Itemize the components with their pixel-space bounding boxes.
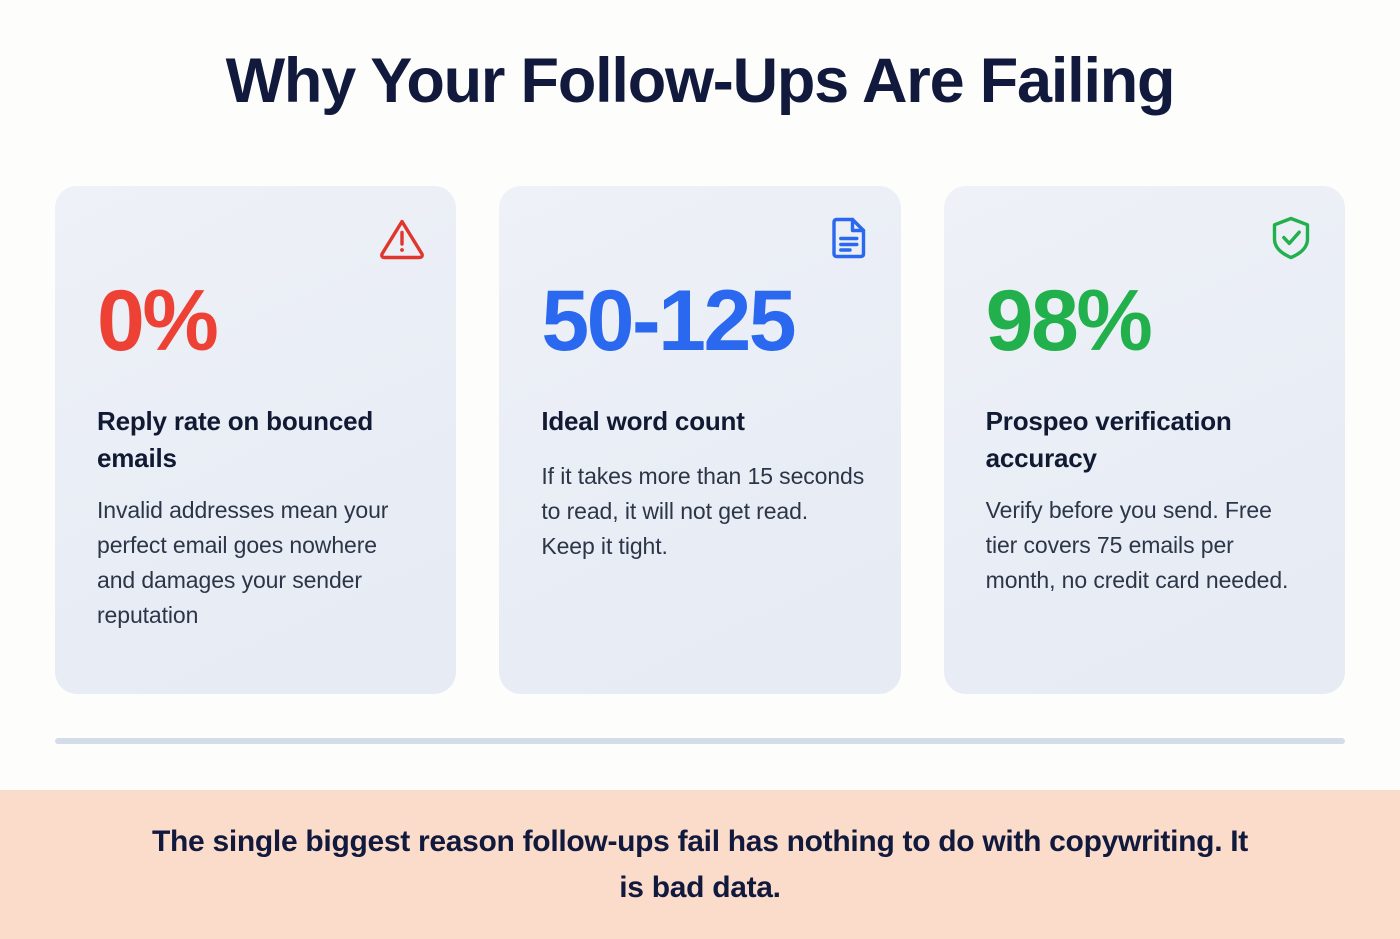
- stat-value: 98%: [985, 273, 1153, 369]
- stat-heading: Prospeo verification accuracy: [985, 406, 1232, 473]
- stat-description: Invalid addresses mean your perfect emai…: [97, 497, 389, 629]
- stat-heading: Reply rate on bounced emails: [97, 406, 374, 473]
- stat-description: If it takes more than 15 seconds to read…: [541, 462, 865, 559]
- stat-heading: Ideal word count: [541, 406, 745, 436]
- warning-triangle-icon: [378, 214, 426, 262]
- stat-card-content: 0% Reply rate on bounced emails Invalid …: [97, 278, 420, 633]
- stat-card-word-count: 50-125 Ideal word count If it takes more…: [499, 186, 901, 694]
- footer-callout-band: The single biggest reason follow-ups fai…: [0, 790, 1400, 939]
- stat-card-verification-accuracy: 98% Prospeo verification accuracy Verify…: [943, 186, 1345, 694]
- footer-callout-text: The single biggest reason follow-ups fai…: [151, 824, 1248, 904]
- stat-card-content: 98% Prospeo verification accuracy Verify…: [986, 278, 1309, 598]
- stat-description: Verify before you send. Free tier covers…: [985, 497, 1289, 594]
- page-title: Why Your Follow-Ups Are Failing: [225, 46, 1176, 116]
- stat-card-content: 50-125 Ideal word count If it takes more…: [541, 278, 864, 564]
- stat-value: 0%: [97, 273, 219, 369]
- shield-check-icon: [1267, 214, 1315, 262]
- stat-card-bounce-rate: 0% Reply rate on bounced emails Invalid …: [55, 186, 457, 694]
- document-icon: [823, 214, 871, 262]
- section-divider: [55, 738, 1345, 744]
- stat-card-row: 0% Reply rate on bounced emails Invalid …: [55, 186, 1345, 694]
- stat-value: 50-125: [541, 273, 796, 369]
